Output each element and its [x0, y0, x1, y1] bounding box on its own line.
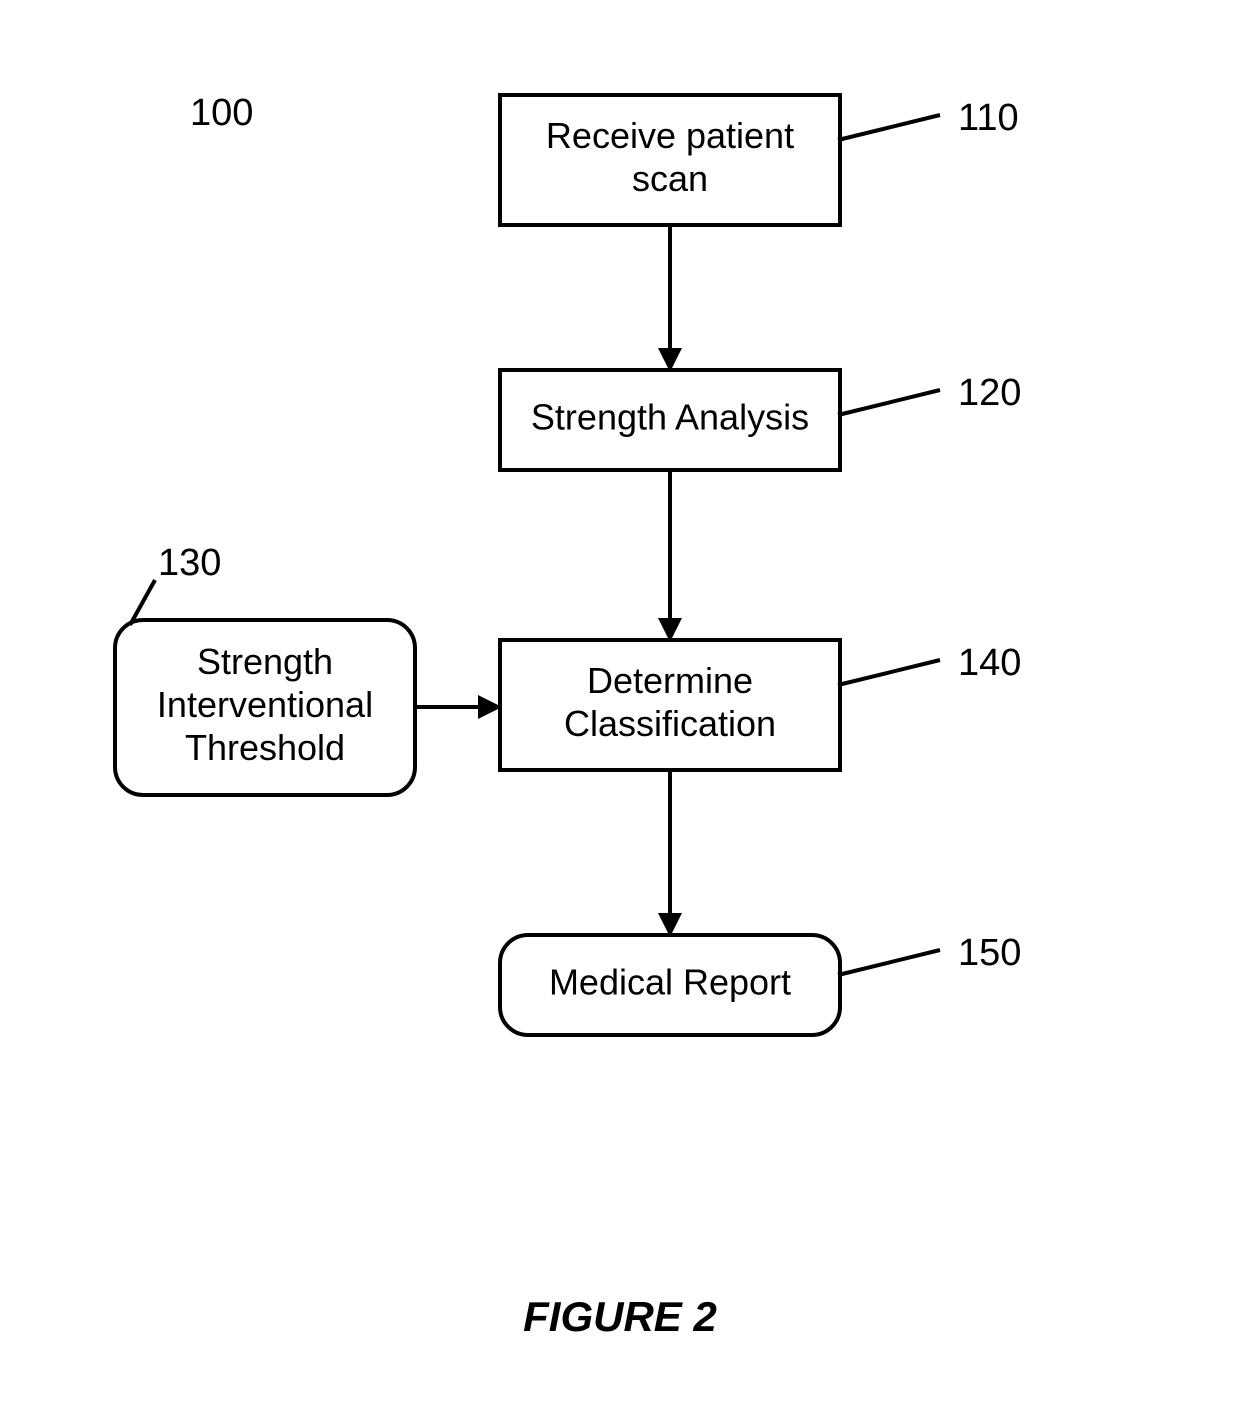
node-label: scan	[632, 158, 708, 199]
ref-leader	[838, 390, 940, 415]
node-label: Determine	[587, 660, 753, 701]
ref-number: 140	[958, 642, 1021, 684]
node-label: Receive patient	[546, 115, 794, 156]
ref-number: 120	[958, 372, 1021, 414]
ref-leader	[838, 950, 940, 975]
node-label: Interventional	[157, 684, 373, 725]
flow-node-n150: Medical Report 150	[500, 932, 1021, 1035]
figure-caption: FIGURE 2	[523, 1293, 717, 1340]
flow-node-n140: DetermineClassification 140	[500, 640, 1021, 770]
ref-number: 150	[958, 932, 1021, 974]
flow-node-n110: Receive patientscan 110	[500, 95, 1019, 225]
ref-number: 110	[958, 97, 1019, 139]
flow-node-n120: Strength Analysis 120	[500, 370, 1021, 470]
ref-number: 130	[158, 542, 221, 584]
node-label: Medical Report	[549, 962, 791, 1003]
ref-leader	[838, 660, 940, 685]
node-label: Threshold	[185, 727, 345, 768]
diagram-ref-number: 100	[190, 92, 253, 134]
flowchart-figure-2: Receive patientscan 110 Strength Analysis 1…	[0, 0, 1240, 1408]
flow-node-n130: StrengthInterventionalThreshold 130	[115, 542, 415, 795]
ref-leader	[838, 115, 940, 140]
node-label: Strength Analysis	[531, 397, 809, 438]
node-label: Strength	[197, 641, 333, 682]
node-label: Classification	[564, 703, 776, 744]
